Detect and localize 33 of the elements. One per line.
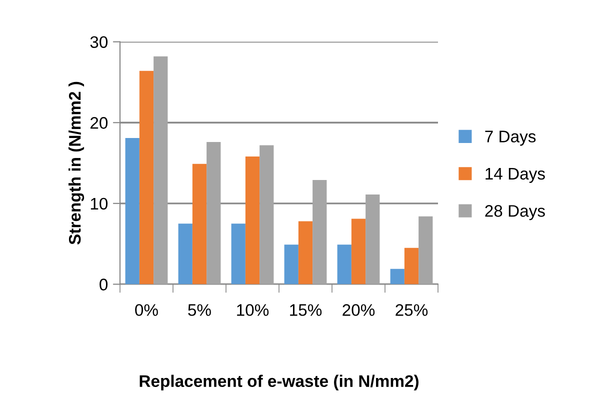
bar	[404, 248, 419, 284]
bar	[312, 180, 327, 284]
bar	[139, 70, 154, 284]
bar	[154, 56, 168, 284]
y-tick-label: 10	[90, 198, 108, 210]
legend-label: 7 Days	[485, 130, 536, 146]
y-tick-label: 0	[100, 278, 108, 290]
bar	[351, 218, 366, 284]
x-tick-label: 20%	[342, 304, 375, 316]
y-tick-label: 20	[90, 117, 108, 129]
bar	[125, 138, 140, 284]
bar	[418, 216, 433, 284]
legend-label: 14 Days	[486, 168, 545, 183]
x-tick-label: 25%	[396, 304, 428, 316]
bar	[245, 156, 260, 284]
bar	[298, 221, 313, 284]
bar	[390, 268, 404, 284]
bar	[231, 224, 246, 284]
bar	[260, 145, 274, 284]
bar	[206, 142, 221, 284]
x-tick-label: 10%	[237, 304, 269, 316]
x-tick-label: 0%	[135, 304, 158, 316]
legend-label: 28 Days	[485, 205, 545, 220]
bar	[178, 224, 192, 284]
x-axis-title: Replacement of e-waste (in N/mm2)	[140, 374, 418, 390]
bar	[192, 164, 207, 284]
x-tick-label: 15%	[290, 304, 322, 316]
bar	[337, 244, 352, 284]
y-axis-title: Strength in (N/mm2 )	[68, 82, 84, 244]
x-tick-label: 5%	[188, 304, 211, 316]
bar	[366, 194, 380, 284]
bar	[284, 244, 298, 284]
y-tick-label: 30	[90, 36, 108, 48]
